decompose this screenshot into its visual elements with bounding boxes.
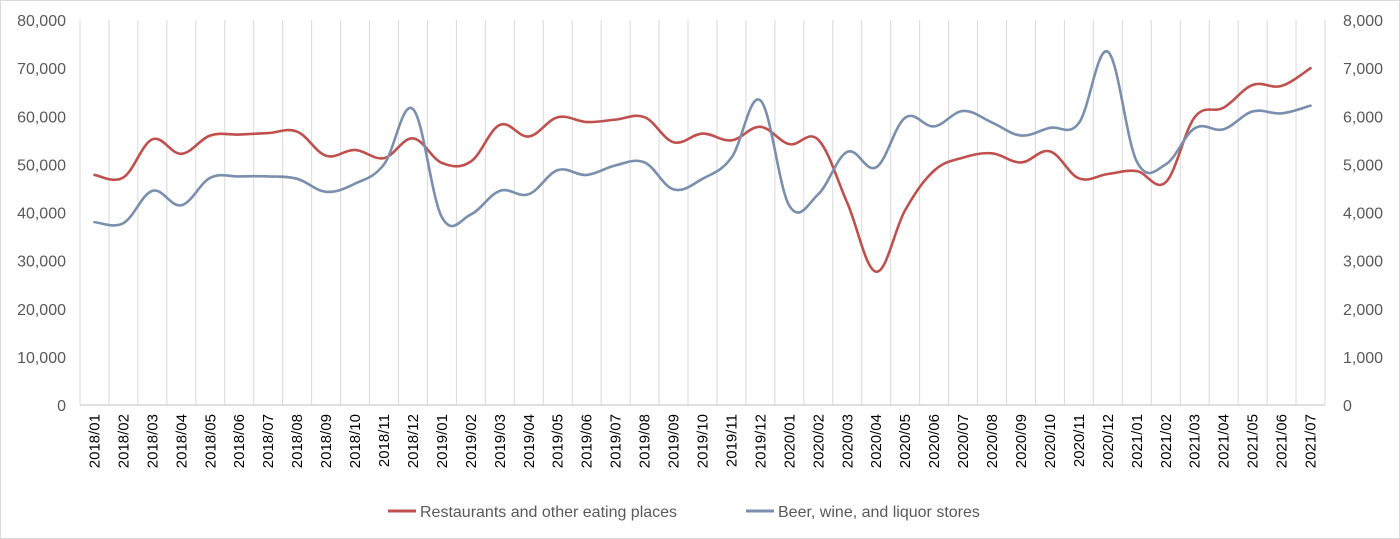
x-tick-label: 2021/01 [1129,414,1146,468]
x-tick-label: 2018/06 [231,414,248,468]
series-lines [93,50,1312,273]
x-tick-label: 2020/09 [1013,414,1030,468]
right-y-tick-label: 4,000 [1343,206,1383,223]
left-y-tick-label: 70,000 [17,61,66,78]
x-tick-label: 2018/09 [318,414,335,468]
right-y-axis-ticks: 0 1,000 2,000 3,000 4,000 5,000 6,000 7,000 8,00… [1343,13,1383,415]
right-y-tick-label: 1,000 [1343,350,1383,367]
x-tick-label: 2019/06 [579,414,596,468]
series-line-restaurants [93,66,1312,273]
x-tick-label: 2021/06 [1274,414,1291,468]
x-tick-label: 2018/04 [173,414,190,468]
x-tick-label: 2018/07 [260,414,277,468]
x-tick-label: 2021/07 [1303,414,1320,468]
x-tick-label: 2020/05 [897,414,914,468]
left-y-tick-label: 50,000 [17,157,66,174]
x-tick-label: 2019/02 [463,414,480,468]
left-y-tick-label: 30,000 [17,254,66,271]
right-y-tick-label: 2,000 [1343,302,1383,319]
x-tick-label: 2018/05 [202,414,219,468]
x-tick-label: 2019/05 [550,414,567,468]
x-tick-label: 2019/10 [695,414,712,468]
x-tick-label: 2019/03 [492,414,509,468]
legend-label-restaurants: Restaurants and other eating places [420,504,677,521]
x-tick-label: 2020/07 [955,414,972,468]
x-tick-label: 2018/08 [289,414,306,468]
x-tick-label: 2018/02 [115,414,132,468]
x-tick-label: 2020/08 [984,414,1001,468]
x-tick-label: 2018/11 [376,414,393,467]
x-tick-label: 2020/06 [926,414,943,468]
right-y-tick-label: 0 [1343,398,1352,415]
x-tick-label: 2020/12 [1100,414,1117,468]
x-tick-label: 2019/08 [637,414,654,468]
legend: Restaurants and other eating places Beer… [388,504,980,521]
vertical-gridlines [79,20,1326,405]
x-tick-label: 2020/04 [868,414,885,468]
left-y-tick-label: 10,000 [17,350,66,367]
x-tick-label: 2018/03 [144,414,161,468]
x-tick-label: 2020/02 [810,414,827,468]
x-tick-label: 2020/10 [1042,414,1059,468]
x-tick-label: 2019/09 [666,414,683,468]
x-tick-label: 2018/01 [86,414,103,468]
right-y-tick-label: 7,000 [1343,61,1383,78]
x-tick-label: 2018/10 [347,414,364,468]
x-tick-label: 2021/04 [1216,414,1233,468]
right-y-tick-label: 3,000 [1343,254,1383,271]
x-tick-label: 2020/03 [839,414,856,468]
x-tick-label: 2021/02 [1158,414,1175,468]
x-tick-label: 2018/12 [405,414,422,468]
x-tick-label: 2019/07 [608,414,625,468]
x-axis-ticks: 2018/01 2018/02 2018/03 2018/04 2018/05 2018/… [86,414,1319,468]
x-tick-label: 2020/01 [781,414,798,468]
right-y-tick-label: 6,000 [1343,109,1383,126]
legend-label-beer-wine-liquor: Beer, wine, and liquor stores [778,504,980,521]
left-y-tick-label: 0 [57,398,66,415]
left-y-axis-ticks: 0 10,000 20,000 30,000 40,000 50,000 60,000 70,… [17,13,66,415]
left-y-tick-label: 60,000 [17,109,66,126]
x-tick-label: 2020/11 [1071,414,1088,467]
right-y-tick-label: 8,000 [1343,13,1383,30]
x-tick-label: 2019/01 [434,414,451,468]
right-y-tick-label: 5,000 [1343,157,1383,174]
x-tick-label: 2019/04 [521,414,538,468]
left-y-tick-label: 20,000 [17,302,66,319]
left-y-tick-label: 40,000 [17,206,66,223]
series-line-beer-wine-liquor [93,50,1312,228]
x-tick-label: 2021/05 [1245,414,1262,468]
x-tick-label: 2019/11 [723,414,740,467]
left-y-tick-label: 80,000 [17,13,66,30]
x-tick-label: 2019/12 [752,414,769,468]
x-tick-label: 2021/03 [1187,414,1204,468]
